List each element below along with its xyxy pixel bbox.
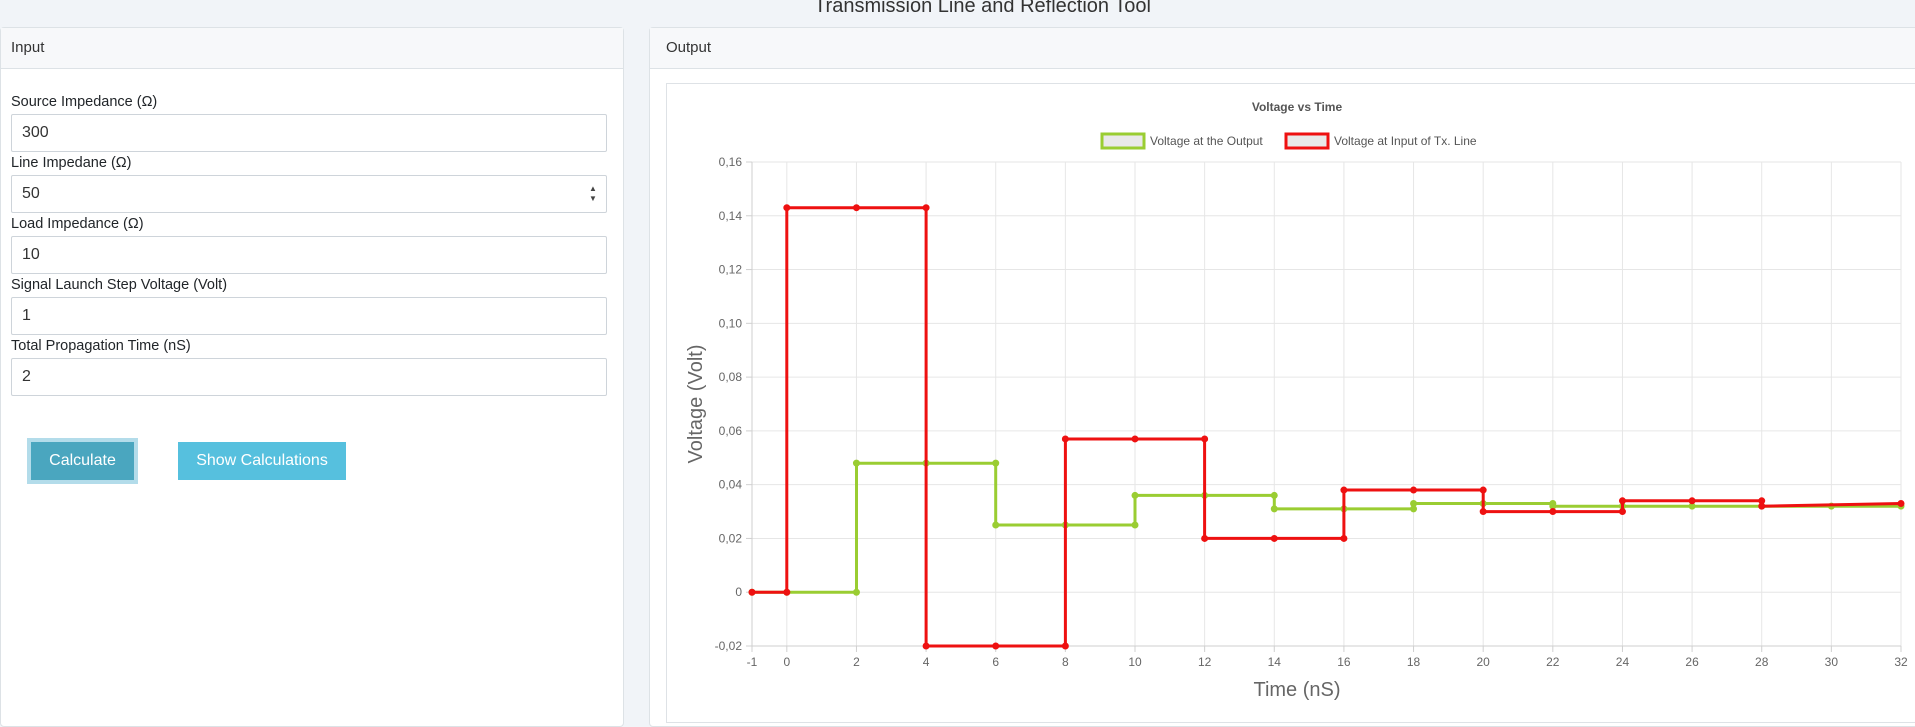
data-point [1618, 497, 1626, 505]
propagation-time-label: Total Propagation Time (nS) [11, 338, 191, 354]
data-point [1549, 508, 1557, 516]
y-tick-label: 0,16 [719, 155, 743, 169]
data-point [1131, 521, 1139, 529]
data-point [1061, 435, 1069, 443]
data-point [992, 459, 1000, 467]
step-voltage-group: Signal Launch Step Voltage (Volt) 1 [11, 275, 607, 335]
data-point [922, 642, 930, 650]
x-tick-label: 22 [1546, 655, 1560, 669]
data-point [1897, 499, 1905, 507]
y-tick-label: 0,12 [719, 263, 743, 277]
x-tick-label: 30 [1825, 655, 1839, 669]
y-tick-label: 0,08 [719, 370, 743, 384]
line-impedance-value: 50 [22, 185, 40, 202]
y-tick-label: -0,02 [715, 639, 743, 653]
data-point [1340, 534, 1348, 542]
number-spinner[interactable]: ▲ ▼ [588, 185, 598, 203]
page-title: Transmission Line and Reflection Tool [814, 0, 1151, 17]
x-tick-label: 6 [992, 655, 999, 669]
source-impedance-input[interactable]: 300 [11, 114, 607, 152]
data-point [852, 588, 860, 596]
data-point [1479, 508, 1487, 516]
x-tick-label: 10 [1128, 655, 1142, 669]
x-tick-label: 16 [1337, 655, 1351, 669]
data-point [1270, 505, 1278, 513]
data-point [1201, 534, 1209, 542]
x-tick-label: 8 [1062, 655, 1069, 669]
data-point [1131, 491, 1139, 499]
series-output [748, 459, 1905, 596]
data-point [922, 204, 930, 212]
x-tick-label: 24 [1616, 655, 1630, 669]
x-tick-label: 0 [783, 655, 790, 669]
data-point [1131, 435, 1139, 443]
input-panel: Input Source Impedance (Ω) 300 Line Impe… [0, 27, 624, 727]
chart-title: Voltage vs Time [1252, 100, 1343, 114]
series-line [752, 206, 1902, 648]
legend-swatch-output [1100, 132, 1146, 150]
data-point [1061, 642, 1069, 650]
spinner-up-icon[interactable]: ▲ [589, 184, 597, 193]
data-point [783, 204, 791, 212]
source-impedance-label: Source Impedance (Ω) [11, 94, 158, 110]
data-point [1270, 491, 1278, 499]
data-point [992, 521, 1000, 529]
y-tick-label: 0,06 [719, 424, 743, 438]
x-tick-label: 2 [853, 655, 860, 669]
legend-swatch-input [1284, 132, 1330, 150]
legend-label-input: Voltage at Input of Tx. Line [1334, 134, 1477, 148]
source-impedance-group: Source Impedance (Ω) 300 [11, 92, 607, 152]
x-tick-label: 28 [1755, 655, 1769, 669]
y-axis-label: Voltage (Volt) [685, 345, 707, 464]
calculate-button[interactable]: Calculate [31, 442, 134, 480]
x-tick-label: 26 [1685, 655, 1699, 669]
x-tick-label: -1 [747, 655, 758, 669]
data-point [1479, 486, 1487, 494]
x-tick-label: 12 [1198, 655, 1212, 669]
propagation-time-group: Total Propagation Time (nS) 2 [11, 336, 607, 396]
line-impedance-group: Line Impedane (Ω) 50 ▲ ▼ [11, 153, 607, 213]
voltage-time-chart: -1 0 2 4 6 8 10 12 14 16 18 20 22 24 26 28 30 32-0,0200,0… [685, 100, 1908, 701]
data-point [1270, 534, 1278, 542]
data-point [852, 204, 860, 212]
data-point [1410, 499, 1418, 507]
y-tick-label: 0,10 [719, 316, 743, 330]
data-point [783, 588, 791, 596]
y-tick-label: 0,04 [719, 478, 743, 492]
y-tick-label: 0,02 [719, 531, 743, 545]
step-voltage-label: Signal Launch Step Voltage (Volt) [11, 277, 228, 293]
series-input [748, 204, 1905, 650]
data-point [992, 642, 1000, 650]
propagation-time-input[interactable]: 2 [11, 358, 607, 396]
x-tick-label: 20 [1477, 655, 1491, 669]
data-point [1410, 486, 1418, 494]
x-tick-label: 14 [1268, 655, 1282, 669]
y-tick-label: 0,14 [719, 209, 743, 223]
data-point [1618, 508, 1626, 516]
x-tick-label: 32 [1894, 655, 1908, 669]
data-point [1340, 486, 1348, 494]
spinner-down-icon[interactable]: ▼ [589, 194, 597, 203]
data-point [852, 459, 860, 467]
output-panel-header: Output [650, 28, 1915, 69]
chart-container: -1 0 2 4 6 8 10 12 14 16 18 20 22 24 26 28 30 32 -0,02 0 0,0… [666, 83, 1915, 723]
series-line [752, 461, 1901, 594]
step-voltage-input[interactable]: 1 [11, 297, 607, 335]
line-impedance-label: Line Impedane (Ω) [11, 155, 132, 171]
load-impedance-group: Load Impedance (Ω) 10 [11, 214, 607, 274]
data-point [1758, 502, 1766, 510]
show-calculations-button[interactable]: Show Calculations [178, 442, 346, 480]
load-impedance-input[interactable]: 10 [11, 236, 607, 274]
input-panel-header: Input [1, 28, 623, 69]
data-point [748, 588, 756, 596]
load-impedance-label: Load Impedance (Ω) [11, 216, 144, 232]
data-point [1201, 435, 1209, 443]
x-tick-label: 18 [1407, 655, 1421, 669]
x-axis-label: Time (nS) [1253, 679, 1340, 701]
y-tick-label: 0 [735, 585, 742, 599]
data-point [1688, 497, 1696, 505]
legend-label-output: Voltage at the Output [1150, 134, 1263, 148]
x-tick-label: 4 [923, 655, 930, 669]
line-impedance-input[interactable]: 50 ▲ ▼ [11, 175, 607, 213]
